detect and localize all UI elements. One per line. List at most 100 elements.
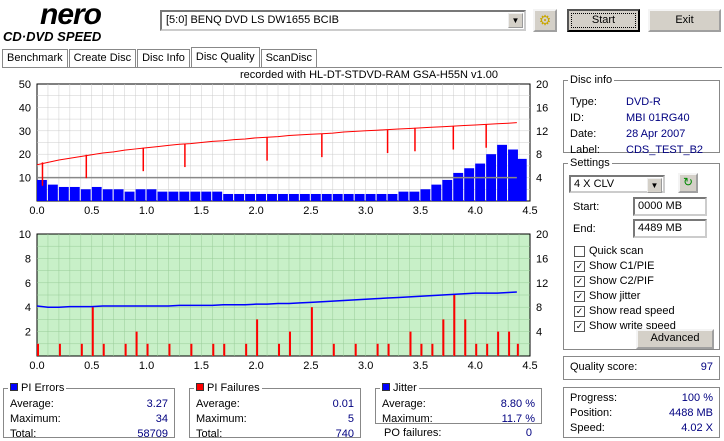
end-input[interactable]: 4489 MB: [633, 219, 707, 238]
chevron-down-icon[interactable]: ▼: [647, 178, 662, 193]
tab-scandisc[interactable]: ScanDisc: [260, 49, 318, 68]
pi-failure-bar: [354, 343, 357, 356]
pi-failure-bar: [135, 331, 138, 356]
quality-score-value: 97: [700, 361, 713, 373]
id-label: ID:: [570, 112, 585, 124]
read-speed-line: [36, 122, 517, 166]
pi-failure-bar: [190, 343, 193, 356]
checkbox-show-c2-pif[interactable]: ✓ Show C2/PIF: [574, 275, 654, 287]
x-tick-label: 0.5: [84, 360, 99, 372]
cd-dvd-speed-logo: CD·DVD SPEED: [3, 29, 102, 44]
chevron-down-icon[interactable]: ▼: [508, 13, 523, 28]
x-tick-label: 3.0: [358, 205, 373, 217]
y2-tick-label: 16: [536, 102, 548, 114]
pi-failure-bar: [37, 343, 39, 356]
jitter-color-icon: [382, 383, 390, 391]
x-tick-label: 2.0: [248, 360, 263, 372]
pi-failure-bar: [256, 319, 259, 356]
pi-errors-group: PI Errors Average: 3.27 Maximum: 34 Total:…: [3, 382, 175, 440]
pi-error-bar: [190, 191, 201, 201]
pi-failure-bar: [58, 343, 61, 356]
y2-tick-label: 4: [536, 327, 542, 339]
x-tick-label: 3.5: [413, 360, 428, 372]
pi-error-bar: [278, 193, 288, 201]
jitter-title: Jitter: [393, 382, 417, 394]
exit-button[interactable]: Exit: [648, 9, 721, 32]
po-failures-value: 0: [525, 427, 532, 439]
po-failures-label: PO failures:: [384, 427, 442, 439]
advanced-button[interactable]: Advanced: [636, 329, 714, 349]
pi-errors-total: 58709: [137, 428, 168, 440]
jitter-group: Jitter Average: 8.80 % Maximum: 11.7 %: [375, 382, 542, 425]
end-label: End:: [573, 223, 596, 235]
pi-failure-bar: [486, 343, 489, 356]
pi-error-bar: [223, 193, 234, 201]
tab-disc-info[interactable]: Disc Info: [137, 49, 190, 68]
tab-create-disc[interactable]: Create Disc: [68, 49, 137, 68]
checkbox-box[interactable]: ✓: [574, 320, 585, 332]
tab-benchmark[interactable]: Benchmark: [2, 49, 68, 68]
y-tick-label: 50: [19, 79, 31, 91]
pi-error-bar: [102, 189, 113, 201]
pi-failure-bar: [420, 343, 423, 356]
pi-error-bar: [497, 144, 507, 201]
tab-disc-quality[interactable]: Disc Quality: [190, 47, 260, 68]
label-label: Label:: [570, 144, 600, 156]
pi-failure-bar: [475, 343, 478, 356]
y-tick-label: 8: [25, 253, 31, 265]
checkbox-box[interactable]: ✓: [574, 275, 585, 287]
pi-error-bar: [157, 191, 168, 201]
pi-error-bar: [179, 191, 190, 201]
drive-info-icon[interactable]: ⚙: [533, 9, 557, 32]
pi-errors-avg: 3.27: [146, 398, 168, 410]
checkbox-box[interactable]: ✓: [574, 305, 585, 317]
pi-error-bar: [343, 193, 354, 201]
x-tick-label: 4.5: [522, 360, 537, 372]
y-tick-label: 6: [25, 278, 31, 290]
pi-failure-bar: [80, 343, 83, 356]
drive-select[interactable]: [5:0] BENQ DVD LS DW1655 BCIB ▼: [160, 10, 526, 31]
speed-value: 4.02 X: [681, 422, 713, 434]
tab-panel: [2, 67, 722, 439]
start-input[interactable]: 0000 MB: [633, 197, 707, 216]
type-value: DVD-R: [626, 96, 661, 108]
checkbox-show-c1-pie[interactable]: ✓ Show C1/PIE: [574, 260, 654, 272]
pi-failure-bar: [431, 343, 434, 356]
nero-logo: nero: [40, 0, 102, 31]
settings-group: Settings 4 X CLV ▼ ↻ Start: 0000 MB End: …: [563, 157, 720, 350]
pi-error-bar: [135, 189, 146, 201]
max-label: Maximum:: [196, 413, 247, 425]
checkbox-box[interactable]: [574, 245, 585, 257]
x-tick-label: 4.0: [468, 205, 483, 217]
x-tick-label: 1.5: [194, 360, 209, 372]
start-label: Start:: [573, 201, 600, 213]
label-value: CDS_TEST_B2: [626, 144, 704, 156]
checkbox-label: Show read speed: [589, 305, 675, 317]
pi-failure-bar: [409, 331, 412, 356]
pi-failure-bar: [91, 307, 94, 356]
pi-error-bar: [442, 179, 453, 201]
y2-tick-label: 12: [536, 126, 548, 138]
speed-select[interactable]: 4 X CLV ▼: [569, 175, 665, 193]
pi-failure-bar: [146, 343, 149, 356]
pi-error-bar: [508, 149, 518, 201]
pi-error-bar: [464, 168, 475, 201]
refresh-icon[interactable]: ↻: [678, 173, 698, 193]
pi-error-bar: [37, 179, 47, 201]
pi-error-bar: [47, 184, 58, 201]
checkbox-quick-scan[interactable]: Quick scan: [574, 245, 643, 257]
pi-failures-max: 5: [347, 413, 354, 425]
quality-score-group: Quality score: 97: [563, 356, 720, 380]
checkbox-show-jitter[interactable]: ✓ Show jitter: [574, 290, 640, 302]
checkbox-box[interactable]: ✓: [574, 290, 585, 302]
pi-failure-bar: [168, 343, 171, 356]
checkbox-show-read-speed[interactable]: ✓ Show read speed: [574, 305, 675, 317]
start-button[interactable]: Start: [567, 9, 640, 32]
y2-tick-label: 8: [536, 149, 542, 161]
pi-error-bar: [516, 158, 527, 201]
x-tick-label: 1.5: [194, 205, 209, 217]
pi-failure-bar: [310, 307, 313, 356]
date-label: Date:: [570, 128, 597, 140]
checkbox-box[interactable]: ✓: [574, 260, 585, 272]
x-tick-label: 1.0: [139, 205, 154, 217]
